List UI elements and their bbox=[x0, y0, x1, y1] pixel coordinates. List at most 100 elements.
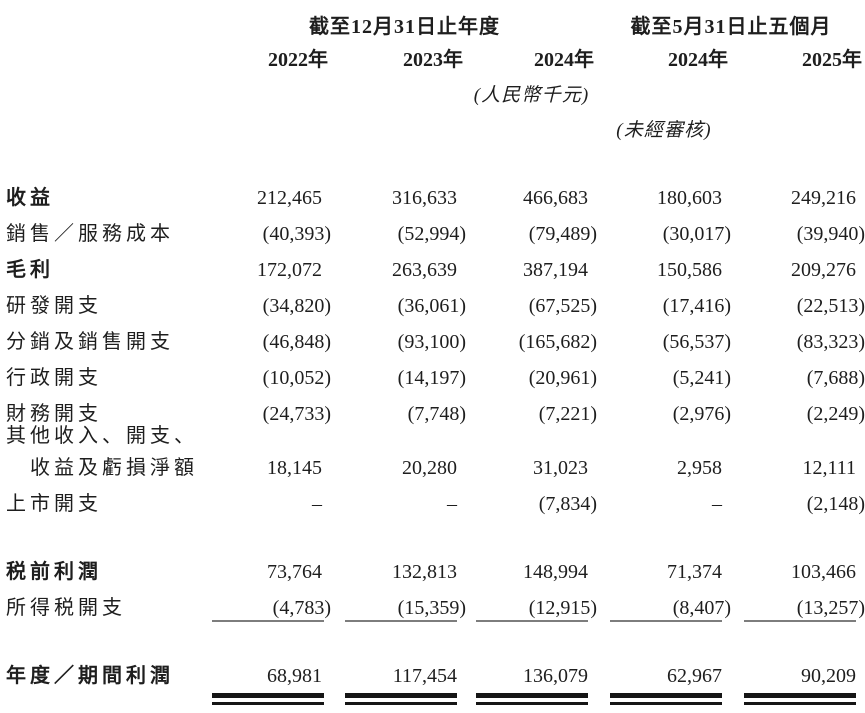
single-rule bbox=[345, 620, 457, 623]
value-cell: 172,072 bbox=[257, 258, 322, 281]
row-revenue: 收益 212,465 316,633 466,683 180,603 249,2… bbox=[0, 183, 865, 209]
row-distribution-selling-expenses: 分銷及銷售開支 (46,848) (93,100) (165,682) (56,… bbox=[0, 317, 865, 353]
value-cell: 466,683 bbox=[523, 186, 589, 209]
double-rule bbox=[610, 693, 723, 706]
value-cell: (15,359) bbox=[397, 597, 466, 619]
empty-cell bbox=[597, 71, 731, 106]
value-cell: 31,023 bbox=[533, 457, 589, 479]
empty-cell bbox=[331, 425, 466, 447]
empty-cell bbox=[212, 425, 331, 447]
value-cell: 73,764 bbox=[267, 561, 322, 583]
double-rule bbox=[744, 693, 857, 706]
empty-cell bbox=[466, 425, 597, 447]
empty-cell bbox=[597, 425, 731, 447]
double-rule bbox=[212, 693, 324, 706]
spacer-row bbox=[0, 515, 865, 547]
value-cell: 249,216 bbox=[791, 186, 857, 209]
empty-cell bbox=[212, 71, 331, 106]
row-label: 收益 bbox=[6, 186, 54, 209]
spacer-row bbox=[0, 141, 865, 183]
year-header-2024: 2024年 bbox=[534, 48, 595, 71]
value-cell: (7,221) bbox=[538, 402, 598, 425]
row-income-tax-expense: 所得税開支 (4,783) (15,359) (12,915) (8,407) … bbox=[0, 583, 865, 619]
empty-cell bbox=[731, 71, 865, 106]
empty-cell bbox=[466, 106, 597, 141]
value-cell: (165,682) bbox=[518, 330, 598, 353]
value-cell: 148,994 bbox=[523, 561, 589, 583]
value-cell: 209,276 bbox=[791, 258, 857, 281]
row-finance-costs: 財務開支 (24,733) (7,748) (7,221) (2,976) (2… bbox=[0, 389, 865, 425]
row-listing-expenses: 上市開支 – – (7,834) – (2,148) bbox=[0, 479, 865, 515]
table-row: 2022年 2023年 2024年 2024年 2025年 bbox=[0, 38, 865, 71]
row-label: 毛利 bbox=[6, 258, 54, 281]
value-cell: 71,374 bbox=[667, 561, 723, 583]
row-profit-for-period: 年度／期間利潤 68,981 117,454 136,079 62,967 90… bbox=[0, 651, 865, 687]
value-cell: (36,061) bbox=[397, 294, 466, 317]
row-label: 分銷及銷售開支 bbox=[6, 330, 174, 353]
value-cell: 2,958 bbox=[677, 457, 723, 479]
value-cell: (7,688) bbox=[806, 366, 865, 389]
value-cell: 18,145 bbox=[267, 457, 322, 479]
value-cell: (13,257) bbox=[796, 597, 865, 619]
unaudited-note: (未經審核) bbox=[616, 119, 712, 141]
value-cell: (14,197) bbox=[397, 366, 466, 389]
row-rd-expenses: 研發開支 (34,820) (36,061) (67,525) (17,416)… bbox=[0, 281, 865, 317]
value-cell: (39,940) bbox=[796, 222, 865, 245]
value-cell: (52,994) bbox=[397, 222, 466, 245]
value-cell: 90,209 bbox=[801, 665, 857, 687]
value-cell: (22,513) bbox=[796, 294, 865, 317]
single-rule bbox=[212, 620, 324, 623]
row-label: 收益及虧損淨額 bbox=[30, 457, 198, 479]
value-cell: (56,537) bbox=[662, 330, 732, 353]
value-cell: (12,915) bbox=[528, 597, 598, 619]
year-header-2023: 2023年 bbox=[403, 48, 463, 71]
spacer-row bbox=[0, 627, 865, 651]
row-label: 税前利潤 bbox=[6, 561, 102, 583]
row-label: 財務開支 bbox=[6, 402, 102, 425]
column-group-annual: 截至12月31日止年度 bbox=[309, 15, 501, 38]
value-cell: – bbox=[447, 493, 457, 515]
value-cell: – bbox=[712, 493, 723, 515]
row-label: 年度／期間利潤 bbox=[6, 665, 174, 687]
value-cell: 212,465 bbox=[257, 186, 322, 209]
empty-cell bbox=[731, 425, 865, 447]
currency-unit-note: (人民幣千元) bbox=[473, 84, 590, 106]
value-cell: – bbox=[312, 493, 322, 515]
row-label: 銷售／服務成本 bbox=[6, 222, 174, 245]
row-label: 其他收入、開支、 bbox=[6, 425, 198, 447]
value-cell: (67,525) bbox=[528, 294, 598, 317]
value-cell: (79,489) bbox=[528, 222, 598, 245]
row-other-income-line1: 其他收入、開支、 bbox=[0, 425, 865, 447]
value-cell: (7,748) bbox=[407, 402, 466, 425]
double-rule bbox=[345, 693, 457, 706]
value-cell: 117,454 bbox=[392, 665, 457, 687]
value-cell: (10,052) bbox=[262, 366, 331, 389]
value-cell: (30,017) bbox=[662, 222, 732, 245]
subtotal-rule-row bbox=[0, 619, 865, 627]
empty-cell bbox=[0, 0, 212, 38]
year-header-2022: 2022年 bbox=[268, 48, 328, 71]
value-cell: 150,586 bbox=[657, 258, 723, 281]
row-gross-profit: 毛利 172,072 263,639 387,194 150,586 209,2… bbox=[0, 245, 865, 281]
empty-cell bbox=[0, 106, 212, 141]
value-cell: 20,280 bbox=[402, 457, 457, 479]
total-rule-row bbox=[0, 687, 865, 713]
row-label: 上市開支 bbox=[6, 493, 102, 515]
value-cell: (4,783) bbox=[272, 597, 331, 619]
value-cell: (17,416) bbox=[662, 294, 732, 317]
single-rule bbox=[610, 620, 723, 623]
row-other-income-line2: 收益及虧損淨額 18,145 20,280 31,023 2,958 12,11… bbox=[0, 447, 865, 479]
value-cell: 316,633 bbox=[392, 186, 457, 209]
value-cell: 387,194 bbox=[523, 258, 589, 281]
value-cell: (46,848) bbox=[262, 330, 331, 353]
row-label: 所得税開支 bbox=[6, 597, 126, 619]
value-cell: (20,961) bbox=[528, 366, 598, 389]
empty-cell bbox=[731, 106, 865, 141]
value-cell: (93,100) bbox=[397, 330, 466, 353]
double-rule bbox=[476, 693, 589, 706]
single-rule bbox=[476, 620, 589, 623]
value-cell: 62,967 bbox=[667, 665, 723, 687]
empty-cell bbox=[0, 687, 212, 713]
